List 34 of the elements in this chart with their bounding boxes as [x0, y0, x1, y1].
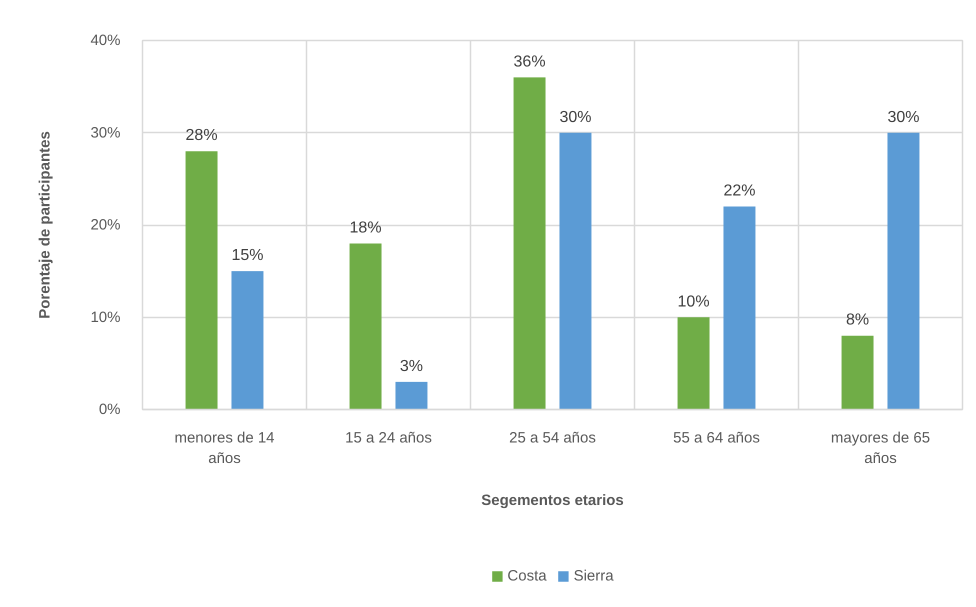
data-label: 22%: [723, 182, 756, 200]
bar: [842, 336, 874, 410]
y-tick-label: 0%: [98, 401, 121, 418]
data-label: 28%: [186, 127, 218, 144]
data-label: 30%: [559, 108, 592, 126]
data-label: 36%: [514, 53, 546, 70]
bar: [350, 243, 382, 410]
bar: [887, 132, 920, 410]
legend-label: Sierra: [574, 568, 614, 584]
data-label: 10%: [678, 293, 710, 310]
bar: [186, 151, 218, 410]
bar: [678, 317, 710, 410]
x-tick-label: 15 a 24 años: [345, 430, 432, 446]
bar: [723, 206, 756, 410]
bar: [231, 271, 264, 410]
y-axis-title: Porentaje de participantes: [36, 131, 54, 319]
x-tick-label: mayores de 65 años: [830, 430, 930, 467]
data-label: 15%: [231, 247, 264, 264]
x-tick-label: menores de 14 años: [174, 430, 275, 467]
data-label: 3%: [400, 358, 424, 375]
bar: [559, 132, 592, 410]
y-tick-label: 10%: [90, 308, 121, 326]
x-tick-label: 25 a 54 años: [509, 430, 596, 446]
legend-label: Costa: [507, 568, 547, 584]
x-tick-label: 55 a 64 años: [673, 430, 760, 446]
data-label: 18%: [350, 219, 382, 236]
data-label: 30%: [887, 108, 920, 126]
bar: [514, 77, 546, 410]
data-label: 8%: [846, 312, 870, 329]
bar: [395, 382, 428, 410]
y-tick-label: 20%: [90, 216, 121, 234]
y-tick-label: 30%: [90, 124, 121, 142]
x-axis-title: Segementos etarios: [481, 492, 624, 509]
y-tick-label: 40%: [90, 32, 121, 49]
